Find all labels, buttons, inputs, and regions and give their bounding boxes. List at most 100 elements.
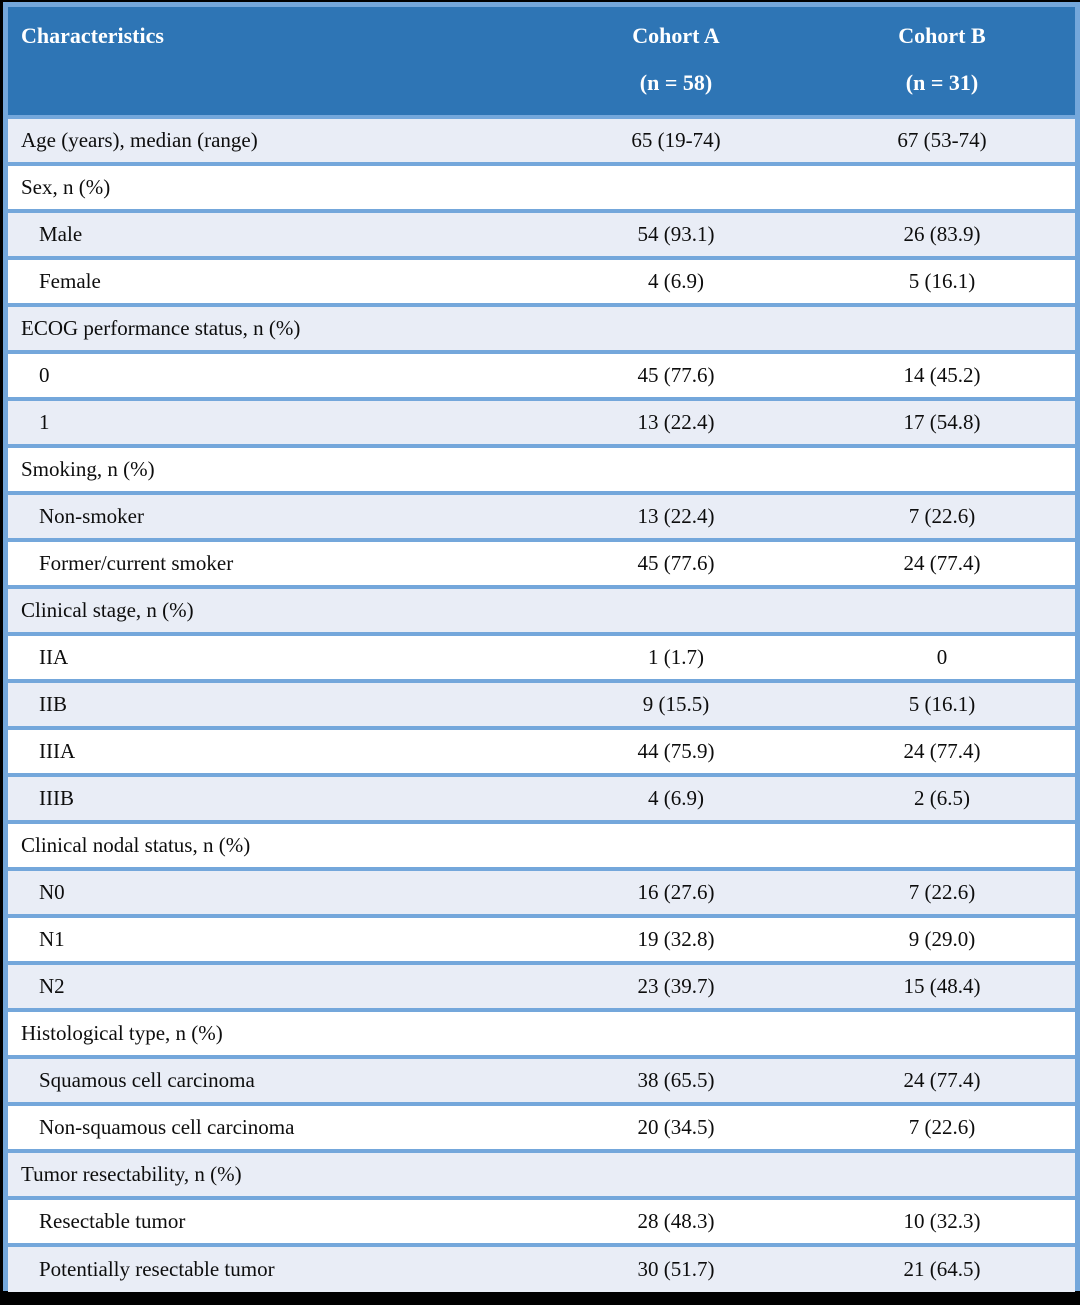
cohort-a-value: 45 (77.6) bbox=[543, 538, 809, 587]
cohort-b-value: 24 (77.4) bbox=[809, 1055, 1075, 1104]
cohort-b-value: 7 (22.6) bbox=[809, 867, 1075, 916]
row-label: IIIA bbox=[8, 726, 543, 775]
row-label: 1 bbox=[8, 397, 543, 446]
table-row: Smoking, n (%) bbox=[8, 444, 1075, 493]
cohort-b-value: 10 (32.3) bbox=[809, 1196, 1075, 1245]
row-label: Non-smoker bbox=[8, 491, 543, 540]
cohort-b-value bbox=[809, 1149, 1075, 1198]
row-label: N0 bbox=[8, 867, 543, 916]
cohort-a-value: 44 (75.9) bbox=[543, 726, 809, 775]
table-row: Squamous cell carcinoma 38 (65.5) 24 (77… bbox=[8, 1055, 1075, 1104]
cohort-a-value bbox=[543, 585, 809, 634]
cohort-b-value: 15 (48.4) bbox=[809, 961, 1075, 1010]
cohort-b-value bbox=[809, 162, 1075, 211]
table-row: 0 45 (77.6) 14 (45.2) bbox=[8, 350, 1075, 399]
cohort-b-value bbox=[809, 303, 1075, 352]
row-label: Potentially resectable tumor bbox=[8, 1243, 543, 1292]
table-row: Non-smoker 13 (22.4) 7 (22.6) bbox=[8, 491, 1075, 540]
row-label: Clinical nodal status, n (%) bbox=[8, 820, 543, 869]
cohort-b-value: 9 (29.0) bbox=[809, 914, 1075, 963]
row-label: N2 bbox=[8, 961, 543, 1010]
table-row: Potentially resectable tumor 30 (51.7) 2… bbox=[8, 1243, 1075, 1292]
header-cohort-a-n: (n = 58) bbox=[639, 70, 713, 95]
cohort-a-value bbox=[543, 1149, 809, 1198]
cohort-b-value: 21 (64.5) bbox=[809, 1243, 1075, 1292]
patient-characteristics-table: Characteristics Cohort A (n = 58) Cohort… bbox=[8, 7, 1075, 1292]
table-row: N1 19 (32.8) 9 (29.0) bbox=[8, 914, 1075, 963]
cohort-a-value bbox=[543, 1008, 809, 1057]
table-row: Resectable tumor 28 (48.3) 10 (32.3) bbox=[8, 1196, 1075, 1245]
row-label: Histological type, n (%) bbox=[8, 1008, 543, 1057]
table-row: N0 16 (27.6) 7 (22.6) bbox=[8, 867, 1075, 916]
cohort-a-value: 13 (22.4) bbox=[543, 397, 809, 446]
table-row: IIB 9 (15.5) 5 (16.1) bbox=[8, 679, 1075, 728]
cohort-a-value: 4 (6.9) bbox=[543, 773, 809, 822]
row-label: Smoking, n (%) bbox=[8, 444, 543, 493]
table-row: IIA 1 (1.7) 0 bbox=[8, 632, 1075, 681]
row-label: Squamous cell carcinoma bbox=[8, 1055, 543, 1104]
row-label: Tumor resectability, n (%) bbox=[8, 1149, 543, 1198]
table-row: IIIA 44 (75.9) 24 (77.4) bbox=[8, 726, 1075, 775]
row-label: ECOG performance status, n (%) bbox=[8, 303, 543, 352]
table-row: Histological type, n (%) bbox=[8, 1008, 1075, 1057]
cohort-a-value: 4 (6.9) bbox=[543, 256, 809, 305]
cohort-a-value: 54 (93.1) bbox=[543, 209, 809, 258]
cohort-b-value: 24 (77.4) bbox=[809, 538, 1075, 587]
cohort-b-value: 24 (77.4) bbox=[809, 726, 1075, 775]
row-label: Female bbox=[8, 256, 543, 305]
cohort-b-value: 67 (53-74) bbox=[809, 115, 1075, 164]
row-label: Non-squamous cell carcinoma bbox=[8, 1102, 543, 1151]
cohort-b-value: 5 (16.1) bbox=[809, 256, 1075, 305]
cohort-b-value: 0 bbox=[809, 632, 1075, 681]
table-row: Sex, n (%) bbox=[8, 162, 1075, 211]
row-label: Age (years), median (range) bbox=[8, 115, 543, 164]
header-cohort-a: Cohort A (n = 58) bbox=[543, 7, 809, 117]
cohort-a-value bbox=[543, 820, 809, 869]
cohort-a-value: 1 (1.7) bbox=[543, 632, 809, 681]
cohort-a-value: 45 (77.6) bbox=[543, 350, 809, 399]
cohort-a-value: 30 (51.7) bbox=[543, 1243, 809, 1292]
table-row: Age (years), median (range) 65 (19-74) 6… bbox=[8, 115, 1075, 164]
row-label: Sex, n (%) bbox=[8, 162, 543, 211]
cohort-b-value bbox=[809, 585, 1075, 634]
table-row: Former/current smoker 45 (77.6) 24 (77.4… bbox=[8, 538, 1075, 587]
row-label: 0 bbox=[8, 350, 543, 399]
cohort-a-value bbox=[543, 162, 809, 211]
table-row: N2 23 (39.7) 15 (48.4) bbox=[8, 961, 1075, 1010]
table-row: Male 54 (93.1) 26 (83.9) bbox=[8, 209, 1075, 258]
header-cohort-b-n: (n = 31) bbox=[905, 70, 979, 95]
cohort-a-value bbox=[543, 303, 809, 352]
table-row: Clinical nodal status, n (%) bbox=[8, 820, 1075, 869]
row-label: IIIB bbox=[8, 773, 543, 822]
cohort-a-value bbox=[543, 444, 809, 493]
row-label: Male bbox=[8, 209, 543, 258]
cohort-a-value: 38 (65.5) bbox=[543, 1055, 809, 1104]
cohort-b-value: 14 (45.2) bbox=[809, 350, 1075, 399]
cohort-a-value: 19 (32.8) bbox=[543, 914, 809, 963]
cohort-b-value bbox=[809, 1008, 1075, 1057]
cohort-b-value: 7 (22.6) bbox=[809, 1102, 1075, 1151]
table-row: IIIB 4 (6.9) 2 (6.5) bbox=[8, 773, 1075, 822]
cohort-a-value: 16 (27.6) bbox=[543, 867, 809, 916]
cohort-a-value: 13 (22.4) bbox=[543, 491, 809, 540]
row-label: Former/current smoker bbox=[8, 538, 543, 587]
cohort-b-value: 7 (22.6) bbox=[809, 491, 1075, 540]
cohort-a-value: 65 (19-74) bbox=[543, 115, 809, 164]
cohort-b-value: 5 (16.1) bbox=[809, 679, 1075, 728]
header-characteristics: Characteristics bbox=[8, 7, 543, 117]
row-label: IIB bbox=[8, 679, 543, 728]
cohort-b-value bbox=[809, 820, 1075, 869]
table-row: Non-squamous cell carcinoma 20 (34.5) 7 … bbox=[8, 1102, 1075, 1151]
table-row: ECOG performance status, n (%) bbox=[8, 303, 1075, 352]
table-row: Tumor resectability, n (%) bbox=[8, 1149, 1075, 1198]
header-cohort-b: Cohort B (n = 31) bbox=[809, 7, 1075, 117]
cohort-b-value: 17 (54.8) bbox=[809, 397, 1075, 446]
table-row: Female 4 (6.9) 5 (16.1) bbox=[8, 256, 1075, 305]
cohort-b-value bbox=[809, 444, 1075, 493]
header-row: Characteristics Cohort A (n = 58) Cohort… bbox=[8, 7, 1075, 117]
table-header: Characteristics Cohort A (n = 58) Cohort… bbox=[8, 7, 1075, 117]
table-row: 1 13 (22.4) 17 (54.8) bbox=[8, 397, 1075, 446]
row-label: N1 bbox=[8, 914, 543, 963]
cohort-b-value: 2 (6.5) bbox=[809, 773, 1075, 822]
